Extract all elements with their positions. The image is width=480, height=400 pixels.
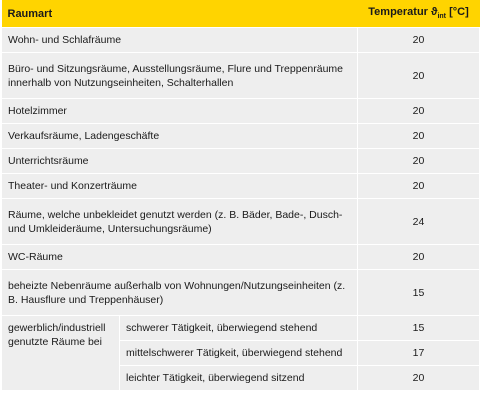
temperature-value: 20 <box>357 27 480 53</box>
header-room-type: Raumart <box>1 0 358 28</box>
table-row: leichter Tätigkeit, überwiegend sitzend … <box>2 365 480 391</box>
room-temperature-table: Raumart Temperatur ϑint [°C] Wohn- und S… <box>1 0 480 391</box>
room-label: Büro- und Sitzungsräume, Ausstellungsräu… <box>1 52 358 99</box>
room-label: Wohn- und Schlafräume <box>1 27 358 53</box>
temperature-value: 17 <box>357 340 480 366</box>
activity-label: schwerer Tätigkeit, überwiegend stehend <box>119 315 358 341</box>
room-label: Unterrichtsräume <box>1 148 358 174</box>
temperature-value: 20 <box>357 148 480 174</box>
header-temperature-unit: [°C] <box>449 6 469 19</box>
table-row: gewerblich/industriell genutzte Räume be… <box>1 315 480 391</box>
table-row: WC-Räume 20 <box>1 244 480 270</box>
room-label: WC-Räume <box>1 244 358 270</box>
temperature-value: 20 <box>357 123 480 149</box>
activity-label: leichter Tätigkeit, überwiegend sitzend <box>119 365 358 391</box>
temperature-value: 20 <box>357 173 480 199</box>
room-label: Verkaufsräume, Ladengeschäfte <box>1 123 358 149</box>
industrial-room-label: gewerblich/industriell genutzte Räume be… <box>1 315 120 391</box>
table-row: Büro- und Sitzungsräume, Ausstellungsräu… <box>1 52 480 99</box>
temperature-value: 20 <box>357 98 480 124</box>
table-row: Hotelzimmer 20 <box>1 98 480 124</box>
header-temperature-label: Temperatur ϑ <box>368 6 438 19</box>
temperature-value: 15 <box>357 315 480 341</box>
table-header-row: Raumart Temperatur ϑint [°C] <box>1 0 480 28</box>
temperature-value: 20 <box>357 52 480 99</box>
header-temperature: Temperatur ϑint [°C] <box>357 0 480 28</box>
temperature-value: 20 <box>357 244 480 270</box>
table-row: Unterrichtsräume 20 <box>1 148 480 174</box>
temperature-value: 15 <box>357 269 480 316</box>
table-row: beheizte Nebenräume außerhalb von Wohnun… <box>1 269 480 316</box>
header-temperature-subscript: int <box>437 13 446 21</box>
temperature-value: 24 <box>357 198 480 245</box>
room-label: Hotelzimmer <box>1 98 358 124</box>
room-label: Räume, welche unbekleidet genutzt werden… <box>1 198 358 245</box>
table-row: Wohn- und Schlafräume 20 <box>1 27 480 53</box>
table-row: Räume, welche unbekleidet genutzt werden… <box>1 198 480 245</box>
activity-label: mittelschwerer Tätigkeit, überwiegend st… <box>119 340 358 366</box>
room-label: beheizte Nebenräume außerhalb von Wohnun… <box>1 269 358 316</box>
table-row: mittelschwerer Tätigkeit, überwiegend st… <box>2 340 480 366</box>
table-row: Theater- und Konzerträume 20 <box>1 173 480 199</box>
temperature-value: 20 <box>357 365 480 391</box>
room-label: Theater- und Konzerträume <box>1 173 358 199</box>
table-row: Verkaufsräume, Ladengeschäfte 20 <box>1 123 480 149</box>
